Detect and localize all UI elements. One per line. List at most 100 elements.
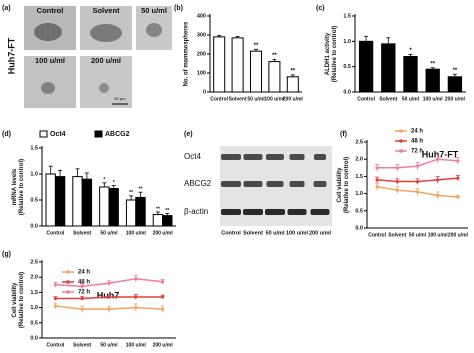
bar [249,50,263,93]
y-axis-label: No. of mammospheres [184,21,190,86]
blot-band [310,209,330,215]
lane-label: 200 u/ml [309,230,331,236]
significance: * [409,48,412,54]
x-tick-label: Control [47,342,65,348]
x-tick-label: 100 u/ml [423,96,444,102]
point [415,190,420,194]
y-tick-label: 100 [197,70,206,76]
point [134,306,138,310]
significance: ** [272,53,277,59]
bar [45,173,56,227]
lane-label: 50 u/ml [266,230,285,236]
blot-band [221,209,241,215]
y-tick-label: 2.0 [355,157,363,163]
y-axis-label: (Relative to control) [344,157,350,213]
point [395,166,399,170]
bar [447,76,463,93]
point [161,280,165,284]
panel-label: (c) [316,5,325,12]
blot-band [313,181,327,187]
panel-label: (b) [174,5,183,12]
legend-swatch [94,130,103,138]
blot-band [243,181,263,187]
micrograph [80,56,132,108]
bar [403,56,418,93]
bar [135,196,146,227]
blot-band [289,154,305,160]
blot-band [266,154,284,160]
panel-label: (d) [2,131,11,138]
y-tick-label: 1.5 [343,13,351,19]
y-tick-label: 2.5 [355,139,363,145]
legend-marker [399,129,403,133]
panel-label: (e) [184,131,193,138]
legend-label: 24 h [411,129,423,135]
significance: ** [129,190,133,196]
lane-label: Control [221,230,241,236]
blot-band [221,181,241,187]
y-axis-label: (Relative to control) [19,272,25,328]
y-tick-label: 1.0 [30,305,38,311]
legend-label: Oct4 [50,131,66,138]
x-tick-label: Control [368,232,386,238]
legend-marker [399,139,403,143]
x-tick-label: 50 u/ml [247,96,265,102]
protein-label: ABCG2 [184,179,212,188]
sphere [41,82,55,94]
point [395,179,399,184]
y-axis-label: mRNA levels [12,168,18,205]
point [107,307,111,311]
blot-band [243,209,263,215]
bar [268,61,281,93]
y-tick-label: 0.5 [30,320,38,326]
x-tick-label: 200 u/ml [445,96,466,102]
x-tick-label: 200 u/ml [153,342,174,348]
blot-band [289,181,305,187]
x-tick-label: 50 u/ml [100,342,118,348]
significance: * [113,180,115,186]
x-tick-label: 200 u/ml [153,230,174,236]
y-tick-label: 400 [197,13,206,19]
bar [108,188,119,227]
y-tick-label: 1.5 [30,145,38,151]
point [53,296,58,301]
significance: ** [254,43,259,49]
y-tick-label: 2.5 [30,259,38,265]
point [80,296,84,301]
x-tick-label: 200 u/ml [283,96,304,102]
blot-band [243,154,263,160]
sphere [90,24,122,42]
point [415,164,420,168]
point [456,195,460,199]
point [80,307,84,311]
bar [358,40,374,93]
legend-label: 48 h [411,139,423,145]
blot-band [287,209,307,215]
legend-marker [66,280,70,284]
significance: * [103,177,105,183]
x-tick-label: Solvent [388,232,406,238]
blot-band [314,154,326,160]
bar [286,76,299,93]
legend-label: ABCG2 [105,131,130,138]
y-tick-label: 0.5 [355,208,363,214]
y-axis-label: Cell viability [337,167,343,203]
bar [381,43,396,93]
point [134,295,138,299]
x-tick-label: Control [210,96,228,102]
y-tick-label: 0.0 [30,223,38,229]
y-tick-label: 200 [197,51,206,57]
y-axis-label: ALDH1 activity [325,32,331,75]
x-tick-label: 50 u/ml [409,232,427,238]
sphere [99,83,109,93]
micrograph-label: 50 u/ml [141,6,167,15]
row-label: Huh7-FT [6,37,16,74]
point [161,307,165,311]
point [436,193,440,197]
x-tick-label: Control [47,230,65,236]
blot-bands [221,154,330,215]
significance: ** [156,206,160,212]
legend-marker [66,270,70,274]
x-tick-label: 100 u/ml [126,230,147,236]
